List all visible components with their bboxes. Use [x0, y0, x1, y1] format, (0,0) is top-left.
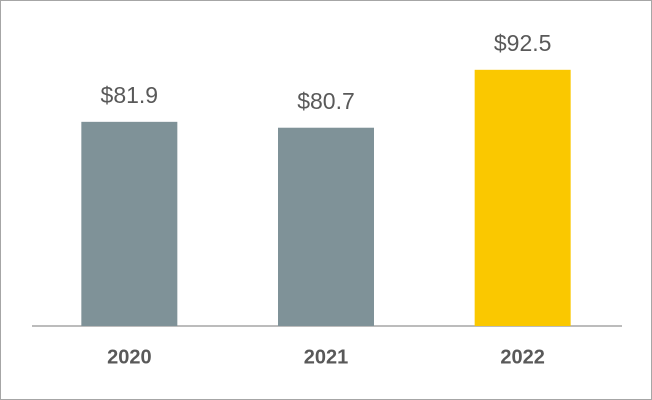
x-tick-label: 2020 — [107, 346, 152, 368]
value-label: $92.5 — [494, 30, 552, 56]
value-label: $81.9 — [101, 82, 159, 108]
x-tick-label: 2022 — [500, 346, 545, 368]
bar — [278, 127, 374, 326]
bar — [474, 69, 571, 326]
value-label: $80.7 — [297, 88, 355, 114]
bar — [81, 121, 178, 327]
x-tick-label: 2021 — [304, 346, 349, 368]
